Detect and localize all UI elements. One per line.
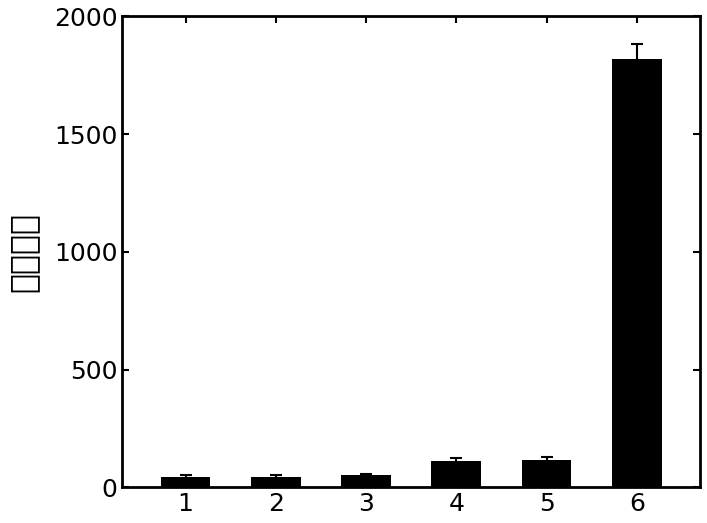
Bar bbox=[341, 475, 391, 487]
Bar bbox=[251, 476, 300, 487]
Y-axis label: 荧光强度: 荧光强度 bbox=[7, 212, 40, 292]
Bar bbox=[160, 476, 211, 487]
Bar bbox=[522, 460, 571, 487]
Bar bbox=[612, 59, 662, 487]
Bar bbox=[431, 461, 481, 487]
